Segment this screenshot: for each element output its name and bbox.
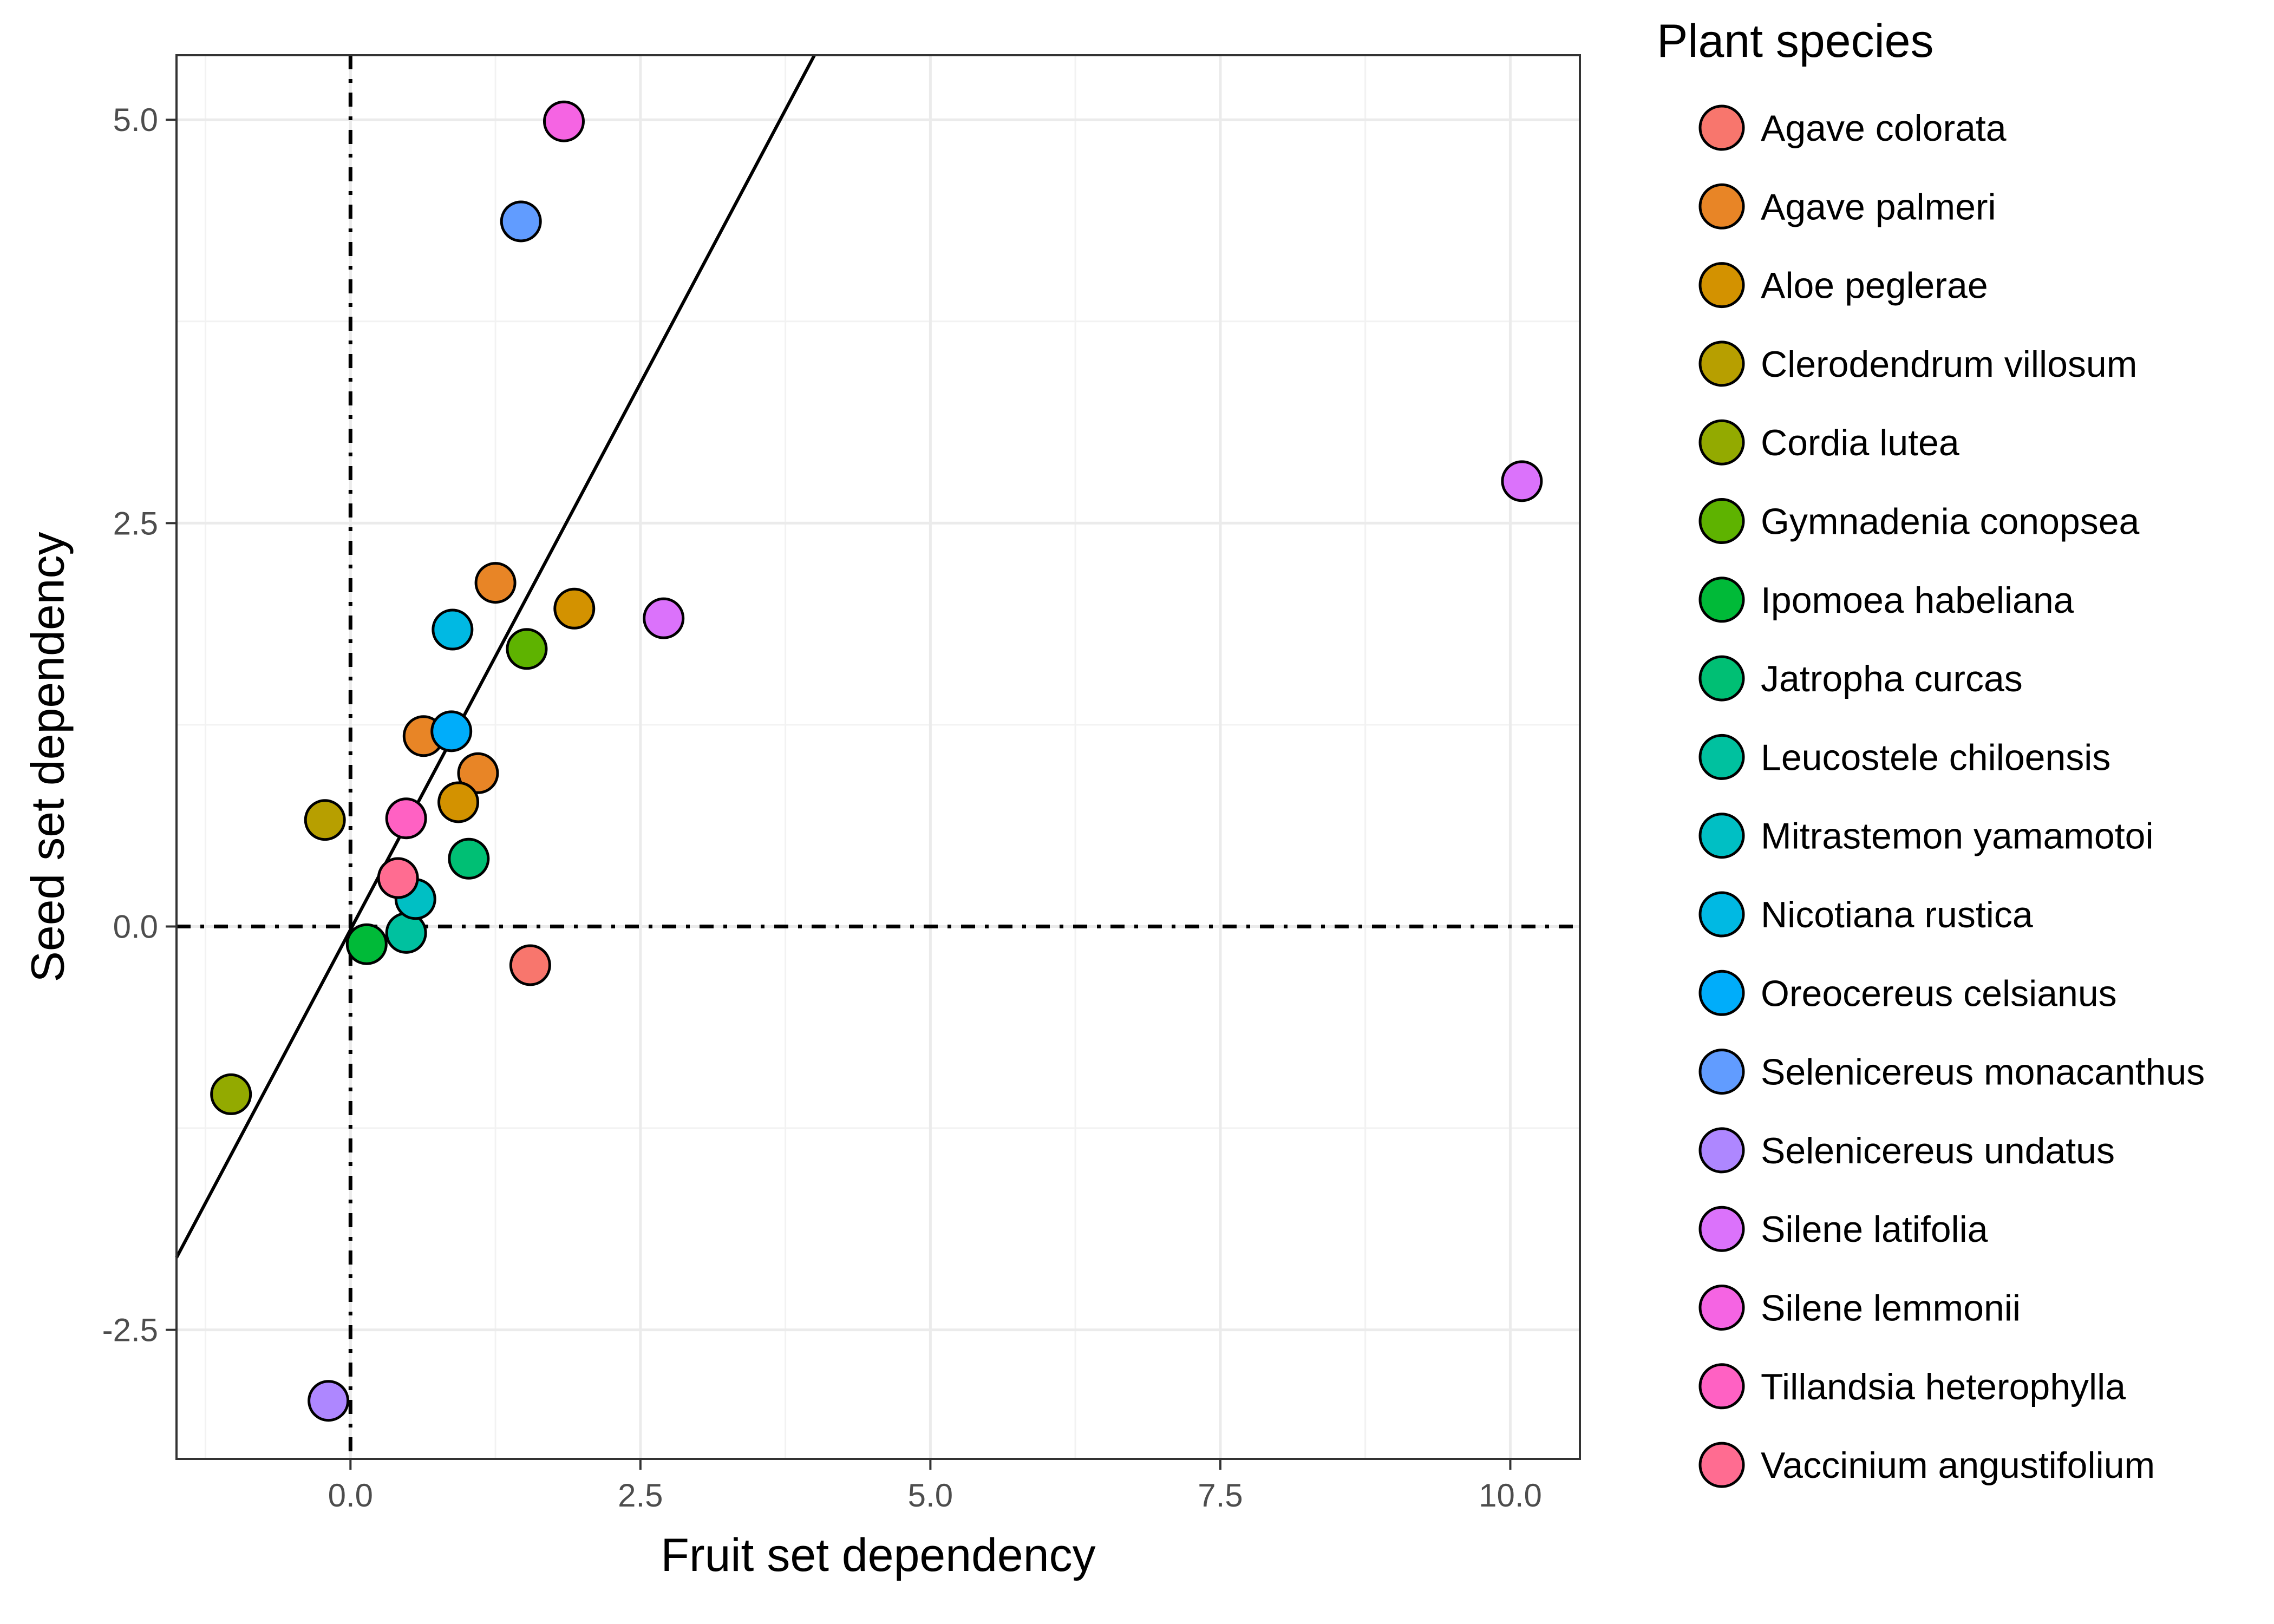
legend-label: Agave colorata: [1761, 108, 2007, 149]
data-point: [430, 710, 473, 752]
legend-label: Selenicereus monacanthus: [1761, 1052, 2205, 1093]
y-tick-label: 2.5: [113, 505, 158, 541]
legend-label: Aloe peglerae: [1761, 265, 1988, 306]
legend-label: Agave palmeri: [1761, 186, 1996, 227]
data-point: [643, 597, 685, 639]
legend-key: [1698, 1363, 1745, 1410]
y-tick-label: 0.0: [113, 908, 158, 945]
legend-key: [1698, 970, 1745, 1016]
legend-key: [1698, 1206, 1745, 1252]
data-points: [210, 100, 1543, 1422]
legend-title: Plant species: [1657, 15, 1934, 67]
data-point: [304, 799, 346, 841]
panel-background: [177, 55, 1580, 1459]
legend-key: [1698, 891, 1745, 938]
legend-label: Mitrastemon yamamotoi: [1761, 816, 2154, 857]
legend-label: Selenicereus undatus: [1761, 1130, 2115, 1171]
data-point: [500, 200, 542, 243]
legend-key: [1698, 1442, 1745, 1488]
legend-label: Silene lemmonii: [1761, 1288, 2021, 1329]
x-tick-label: 10.0: [1479, 1477, 1542, 1514]
data-point: [385, 797, 427, 840]
legend-label: Ipomoea habeliana: [1761, 580, 2074, 621]
legend-key: [1698, 577, 1745, 623]
legend-items: Agave colorata Agave palmeri Aloe peglerae…: [1698, 104, 2205, 1488]
legend-label: Jatropha curcas: [1761, 658, 2023, 699]
y-tick-label: -2.5: [102, 1312, 158, 1348]
data-point: [345, 923, 388, 965]
legend-key: [1698, 1285, 1745, 1331]
y-axis-title: Seed set dependency: [22, 532, 74, 983]
data-point: [437, 781, 480, 823]
data-point: [474, 562, 517, 604]
x-axis-title: Fruit set dependency: [661, 1529, 1095, 1581]
legend-label: Tillandsia heterophylla: [1761, 1366, 2126, 1407]
legend-key: [1698, 655, 1745, 702]
data-point: [553, 587, 596, 630]
data-point: [543, 100, 585, 142]
legend-label: Cordia lutea: [1761, 422, 1959, 463]
legend-label: Nicotiana rustica: [1761, 894, 2033, 935]
legend-label: Leucostele chiloensis: [1761, 737, 2110, 778]
legend-key: [1698, 183, 1745, 230]
legend-key: [1698, 1127, 1745, 1174]
data-point: [457, 752, 499, 794]
y-tick-label: 5.0: [113, 102, 158, 138]
legend-key: [1698, 419, 1745, 466]
fit-line: [175, 54, 816, 1259]
legend-label: Silene latifolia: [1761, 1209, 1988, 1250]
data-point: [509, 944, 551, 986]
legend-key: [1698, 340, 1745, 387]
panel-border: [175, 54, 1581, 1460]
legend-key: [1698, 734, 1745, 780]
legend-label: Gymnadenia conopsea: [1761, 501, 2140, 542]
x-tick-label: 7.5: [1198, 1477, 1243, 1514]
legend-key: [1698, 813, 1745, 859]
legend: Plant species Agave colorata Agave palmer…: [1657, 15, 2205, 1488]
data-point: [432, 608, 474, 651]
data-point: [506, 628, 548, 670]
data-point: [308, 1380, 350, 1422]
data-point: [210, 1073, 252, 1115]
fit-line-group: [175, 54, 816, 1259]
legend-key: [1698, 104, 1745, 151]
legend-label: Oreocereus celsianus: [1761, 973, 2117, 1014]
x-tick-label: 0.0: [328, 1477, 373, 1514]
legend-key: [1698, 1049, 1745, 1095]
legend-key: [1698, 498, 1745, 544]
data-point: [448, 837, 490, 880]
x-tick-label: 2.5: [618, 1477, 663, 1514]
minor-gridlines: [177, 55, 1580, 1459]
plot-area: [175, 54, 1581, 1460]
x-axis: 0.0 2.5 5.0 7.5 10.0: [328, 1459, 1542, 1514]
legend-key: [1698, 262, 1745, 309]
y-axis: -2.5 0.0 2.5 5.0: [102, 102, 177, 1348]
data-point: [377, 857, 419, 899]
x-tick-label: 5.0: [908, 1477, 953, 1514]
data-point: [1501, 460, 1543, 502]
legend-label: Clerodendrum villosum: [1761, 344, 2137, 385]
legend-label: Vaccinium angustifolium: [1761, 1445, 2155, 1486]
